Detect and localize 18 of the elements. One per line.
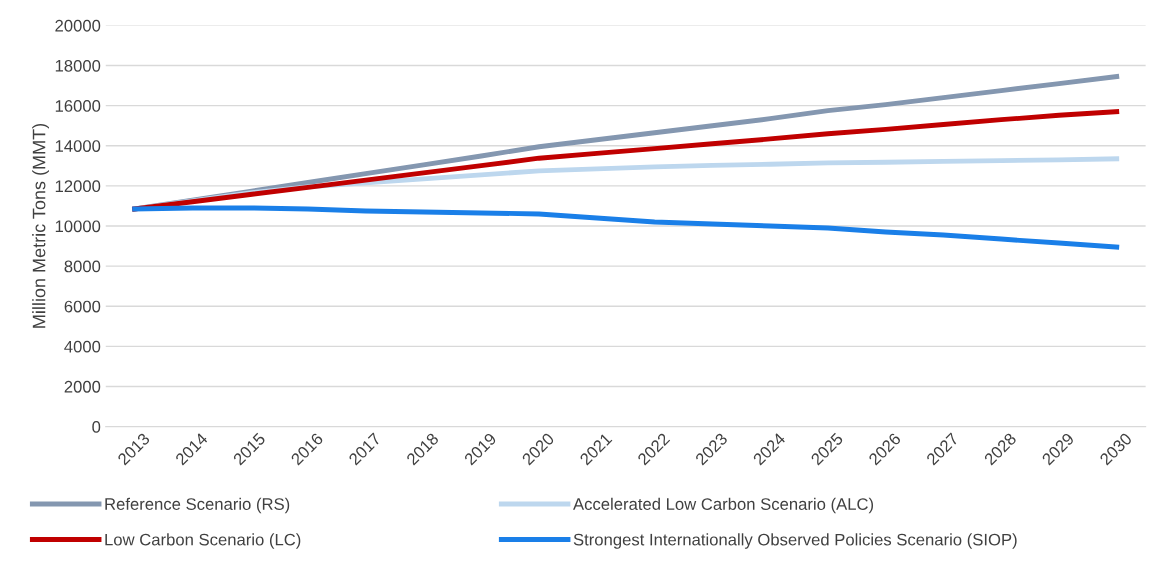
y-tick-label: 6000 bbox=[64, 300, 101, 313]
y-tick-label: 18000 bbox=[55, 59, 101, 72]
legend-label: Low Carbon Scenario (LC) bbox=[105, 533, 301, 549]
y-tick-label: 20000 bbox=[55, 19, 101, 32]
y-axis-title: Million Metric Tons (MMT) bbox=[32, 123, 49, 328]
line-series bbox=[132, 109, 1120, 212]
y-tick-label: 4000 bbox=[64, 340, 101, 353]
y-tick-label: 12000 bbox=[55, 180, 101, 193]
y-tick-label: 14000 bbox=[55, 140, 101, 152]
line-series bbox=[132, 205, 1120, 250]
y-tick-label: 10000 bbox=[55, 220, 101, 233]
y-tick-label: 2000 bbox=[64, 380, 101, 393]
legend-label: Strongest Internationally Observed Policies Scenario (SIOP) bbox=[573, 533, 1017, 549]
y-tick-label: 8000 bbox=[64, 260, 101, 273]
y-tick-label: 0 bbox=[92, 420, 101, 433]
y-tick-label: 16000 bbox=[55, 100, 101, 112]
legend-label: Accelerated Low Carbon Scenario (ALC) bbox=[573, 497, 874, 514]
legend-label: Reference Scenario (RS) bbox=[105, 497, 290, 514]
